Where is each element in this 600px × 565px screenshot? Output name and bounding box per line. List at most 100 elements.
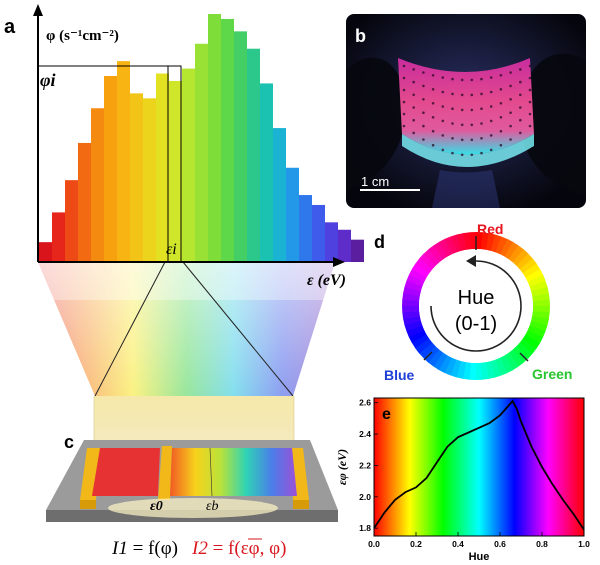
hue-ring-segment [529, 280, 548, 292]
chart-x-label: Hue [469, 551, 490, 563]
hue-ring-segment [406, 274, 425, 287]
hue-ring-segment [433, 241, 448, 260]
grid-dot [519, 68, 522, 71]
eps0-label: ε0 [150, 499, 163, 514]
light-fan [38, 262, 335, 396]
hue-ring-segment [522, 334, 541, 349]
hue-ring-segment [529, 320, 548, 332]
histogram-bar [169, 80, 182, 263]
hue-ring-segment [516, 253, 533, 270]
grid-dot [451, 107, 454, 110]
hue-ring-segment [469, 232, 477, 250]
hue-ring-segment [531, 286, 549, 297]
grid-dot [460, 123, 464, 127]
grid-dot [528, 100, 532, 104]
histogram-bar [78, 142, 91, 262]
eq2-rhs: = f(εφ, φ) [208, 538, 287, 559]
grid-dot [402, 124, 406, 128]
hue-ring-segment [500, 238, 514, 257]
grid-dot [499, 88, 503, 91]
eq1-lhs: I1 [111, 538, 128, 559]
hue-ring-center [419, 249, 533, 363]
hue-ring-segment [402, 310, 420, 319]
hue-ring-segment [469, 362, 476, 380]
grid-dot [470, 93, 474, 97]
chart-plot-area [374, 398, 584, 536]
grid-dot [480, 92, 483, 96]
hue-ring-segment [404, 320, 423, 332]
grid-dot [489, 76, 493, 79]
hue-ring-segment [415, 338, 433, 354]
grid-dot [499, 74, 503, 77]
grid-dot [402, 76, 406, 80]
histogram-bar [195, 43, 208, 263]
grid-dot [441, 119, 445, 123]
chart-y-tick-label: 2.4 [359, 429, 371, 439]
hue-ring-segment [504, 241, 519, 260]
grid-dot [509, 84, 512, 88]
chart-x-tick-label: 1.0 [578, 539, 590, 549]
chart-x-tick-label: 0.8 [536, 539, 548, 549]
grid-dot [451, 92, 454, 96]
histogram-bar [117, 61, 130, 263]
epsb-label: εb [206, 499, 219, 514]
light-beam [94, 396, 294, 444]
panel-c-label: c [64, 432, 74, 452]
histogram-bar [312, 204, 325, 262]
hue-ring-segment [428, 349, 444, 367]
electrode-middle [158, 446, 172, 500]
panel-c: c ε0 εb I1 = f(φ) I2 = f(εφ, φ) [46, 432, 338, 559]
hue-ring-segment [402, 299, 420, 306]
grid-dot [460, 78, 464, 82]
x-axis-arrow [333, 257, 345, 267]
fan-line-left [94, 261, 166, 397]
grid-dot [480, 107, 483, 110]
grid-dot [460, 138, 464, 142]
chart-y-tick-label: 2.0 [359, 492, 371, 502]
grid-dot [422, 98, 425, 101]
hue-ring-segment [527, 274, 546, 287]
y-axis-arrow [33, 4, 43, 16]
grid-dot [499, 102, 503, 105]
chart-axes: 0.0 0.2 0.4 0.6 0.8 1.0 1.8 2.0 2.2 2.4 2.6 [359, 398, 590, 549]
hue-ring-segment [433, 352, 448, 371]
histogram-bar [39, 242, 52, 262]
grid-dot [441, 90, 445, 94]
grid-dot [441, 105, 445, 108]
hue-ring-segment [512, 346, 529, 363]
histogram-bar [247, 48, 260, 262]
grid-dot [528, 88, 532, 92]
hue-ring-segment [463, 232, 472, 250]
hue-ring-segment [525, 269, 544, 283]
scale-bar-label: 1 cm [361, 174, 389, 189]
panel-a: a φ (s⁻¹cm⁻²) φi εi ε (eV) [4, 4, 364, 445]
hue-ring-segment [508, 245, 524, 263]
phi-i-label: φi [40, 70, 56, 90]
grid-dot [509, 111, 512, 114]
grid-dot [412, 131, 416, 135]
grid-dot [412, 106, 416, 109]
grid-dot [489, 134, 493, 137]
hue-ring-segment [499, 355, 513, 374]
hue-ring-segment [504, 352, 519, 371]
grid-dot [519, 93, 522, 97]
hue-ring-segment [527, 325, 546, 338]
grid-dot [470, 78, 474, 82]
panel-d: d Hue (0-1) Red Blue Green [374, 221, 572, 383]
chart-y-label: εφ (eV) [335, 449, 349, 485]
hue-ring-segment [519, 258, 537, 274]
grid-dot [451, 77, 454, 81]
hue-ring-segment [423, 346, 440, 363]
panel-e: e 0.0 0.2 0.4 0.6 0.8 1.01.82.02.22.42.6 Hue … [335, 397, 590, 563]
hue-ring-segment [411, 263, 430, 278]
grid-dot [422, 124, 425, 128]
grid-dot [422, 138, 425, 141]
device-grid [402, 64, 532, 157]
hue-ring-segment [532, 306, 550, 313]
rotation-arrow [430, 260, 522, 352]
grid-dot [519, 80, 522, 84]
grid-dot [489, 105, 493, 108]
chart-y-tick-label: 1.8 [359, 523, 371, 533]
hue-ring-segment [439, 238, 453, 257]
